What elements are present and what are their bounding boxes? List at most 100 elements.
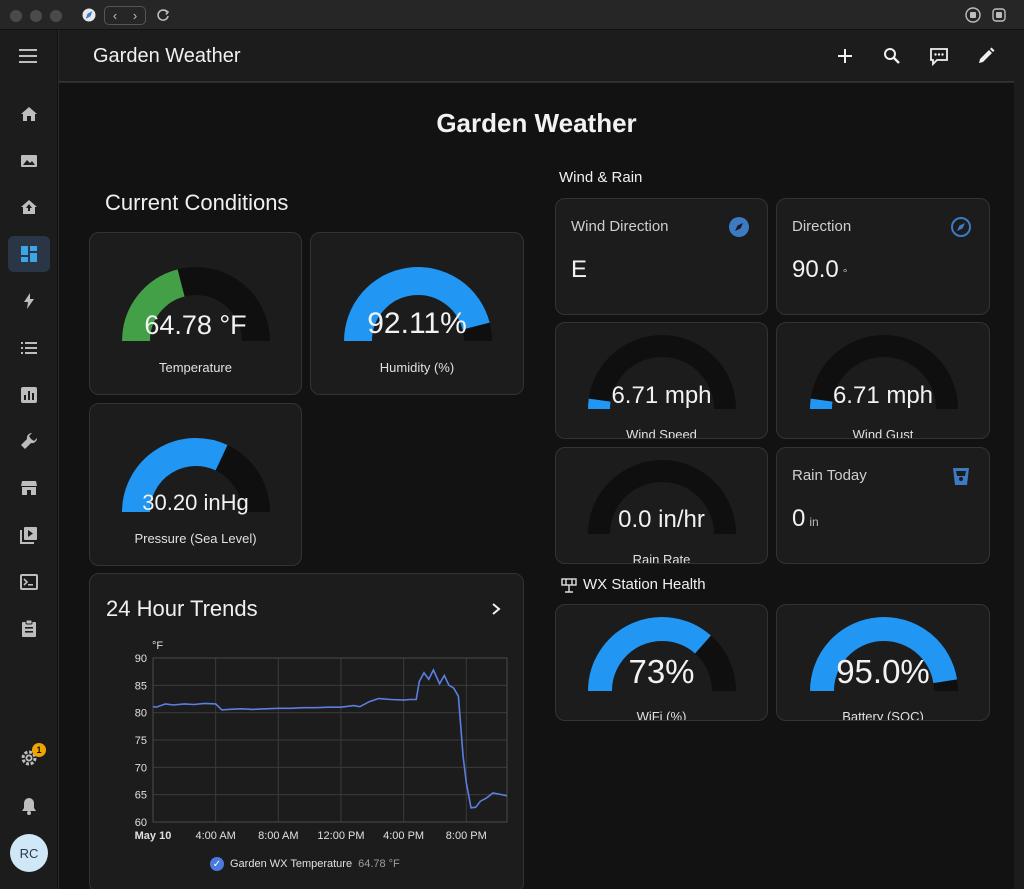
wifi-value: 73% <box>628 653 695 690</box>
wind-speed-value: 6.71 mph <box>611 382 712 409</box>
humidity-value: 92.11% <box>367 307 467 340</box>
bell-icon <box>22 798 36 815</box>
x-tick-label: 8:00 PM <box>446 830 487 842</box>
sidebar-item-home-assistant[interactable] <box>8 189 50 225</box>
wind-speed-label: Wind Speed <box>626 427 697 439</box>
avatar[interactable]: RC <box>10 834 48 872</box>
battery-label: Battery (SOC) <box>842 709 924 721</box>
pressure-label: Pressure (Sea Level) <box>134 531 257 546</box>
temperature-gauge-card[interactable]: 64.78 °F Temperature <box>89 232 302 395</box>
weather-station-icon <box>561 577 577 593</box>
rain-today-unit: in <box>809 515 819 529</box>
wind-gust-gauge-card[interactable]: 6.71 mph Wind Gust <box>776 322 990 439</box>
wifi-gauge-card[interactable]: 73% WiFi (%) <box>555 604 768 721</box>
sidebar-item-settings-tools[interactable] <box>8 423 50 459</box>
y-tick-label: 60 <box>135 817 147 829</box>
sidebar-item-terminal[interactable] <box>8 564 50 600</box>
sidebar-item-overview[interactable] <box>8 96 50 132</box>
sidebar-item-history[interactable] <box>8 377 50 413</box>
lightning-icon <box>24 293 34 309</box>
direction-value: 90.0 ° <box>792 256 848 283</box>
sidebar-item-settings[interactable]: 1 <box>8 740 50 776</box>
wind-speed-gauge-card[interactable]: 6.71 mph Wind Speed <box>555 322 768 439</box>
gauge-value-arc <box>810 617 958 691</box>
dashboard-view: Garden Weather Current Conditions 64.78 … <box>59 83 1014 889</box>
humidity-gauge-card[interactable]: 92.11% Humidity (%) <box>310 232 524 395</box>
wind-speed-gauge <box>588 335 736 409</box>
assist-icon[interactable] <box>927 44 951 68</box>
rain-rate-value: 0.0 in/hr <box>618 506 705 533</box>
y-tick-label: 65 <box>135 790 147 802</box>
rain-rate-gauge-card[interactable]: 0.0 in/hr Rain Rate <box>555 447 768 564</box>
x-tick-label: 4:00 PM <box>383 830 424 842</box>
y-tick-label: 75 <box>135 735 147 747</box>
search-icon[interactable] <box>880 44 904 68</box>
sidebar-item-logbook[interactable] <box>8 330 50 366</box>
trends-card[interactable]: 24 Hour Trends °F 60 65 70 75 80 85 90 May 10 4:… <box>89 573 524 889</box>
direction-unit: ° <box>842 266 848 280</box>
dashboard-title: Garden Weather <box>436 108 637 138</box>
toolbar: Garden Weather <box>59 30 1014 82</box>
y-tick-label: 70 <box>135 762 147 774</box>
battery-gauge-card[interactable]: 95.0% Battery (SOC) <box>776 604 990 721</box>
wind-gust-gauge <box>810 335 958 409</box>
sidebar-item-todo[interactable] <box>8 610 50 646</box>
direction-tile[interactable]: Direction 90.0 ° <box>776 198 990 315</box>
gear-icon <box>21 750 37 766</box>
pressure-gauge-card[interactable]: 30.20 inHg Pressure (Sea Level) <box>89 403 302 566</box>
history-nav: ‹ › <box>104 6 146 25</box>
menu-icon[interactable] <box>15 44 43 68</box>
temperature-gauge <box>122 267 270 341</box>
tabs-overview-icon[interactable] <box>990 6 1008 24</box>
rain-rate-gauge <box>588 460 736 534</box>
sidebar-item-energy[interactable] <box>8 283 50 319</box>
zoom-window-button[interactable] <box>50 10 62 22</box>
gauge-track <box>588 460 736 534</box>
sidebar-item-media[interactable] <box>8 143 50 179</box>
forward-icon[interactable]: › <box>132 8 138 23</box>
y-tick-label: 80 <box>135 708 147 720</box>
image-icon <box>21 155 37 167</box>
battery-value: 95.0% <box>836 653 930 690</box>
back-icon[interactable]: ‹ <box>112 8 118 23</box>
rain-today-value: 0 in <box>792 505 819 532</box>
cup-water-icon <box>953 468 969 485</box>
toolbar-title: Garden Weather <box>93 45 241 67</box>
gauge-value-arc <box>588 617 711 691</box>
compass-icon <box>729 217 749 237</box>
trends-title: 24 Hour Trends <box>106 596 258 621</box>
sidebar-item-media-browser[interactable] <box>8 517 50 553</box>
play-box-icon <box>20 527 37 544</box>
wifi-label: WiFi (%) <box>636 709 687 721</box>
rain-today-tile[interactable]: Rain Today 0 in <box>776 447 990 564</box>
battery-gauge <box>810 617 958 691</box>
edit-icon[interactable] <box>974 44 998 68</box>
gauge-value-arc <box>122 269 186 341</box>
page-scrollbar[interactable] <box>1014 30 1024 889</box>
rain-today-label: Rain Today <box>792 467 867 484</box>
sidebar-item-hacs[interactable] <box>8 470 50 506</box>
add-icon[interactable] <box>833 44 857 68</box>
x-tick-label: 8:00 AM <box>258 830 298 842</box>
close-window-button[interactable] <box>10 10 22 22</box>
terminal-icon <box>20 574 38 590</box>
wind-direction-tile[interactable]: Wind Direction E <box>555 198 768 315</box>
window-chrome: ‹ › <box>0 0 1024 30</box>
notification-badge: 1 <box>32 743 46 757</box>
series-line-temperature[interactable] <box>139 668 507 809</box>
sidebar-item-dashboard[interactable] <box>8 236 50 272</box>
wifi-gauge <box>588 617 736 691</box>
minimize-window-button[interactable] <box>30 10 42 22</box>
wind-gust-label: Wind Gust <box>852 427 914 439</box>
gauge-value-arc <box>588 398 611 409</box>
extension-icon[interactable] <box>964 6 982 24</box>
humidity-gauge <box>344 267 492 341</box>
temperature-label: Temperature <box>159 360 232 375</box>
chart-legend[interactable]: ✓ Garden WX Temperature 64.78 °F <box>210 857 400 871</box>
temperature-trend-chart: 60 65 70 75 80 85 90 May 10 4:00 AM 8:00 AM 12:00 … <box>135 653 508 842</box>
sidebar-item-notifications[interactable] <box>8 788 50 824</box>
reload-icon[interactable] <box>154 6 172 24</box>
chevron-right-icon[interactable] <box>489 602 503 616</box>
list-icon <box>21 342 37 354</box>
x-tick-label: 4:00 AM <box>195 830 235 842</box>
